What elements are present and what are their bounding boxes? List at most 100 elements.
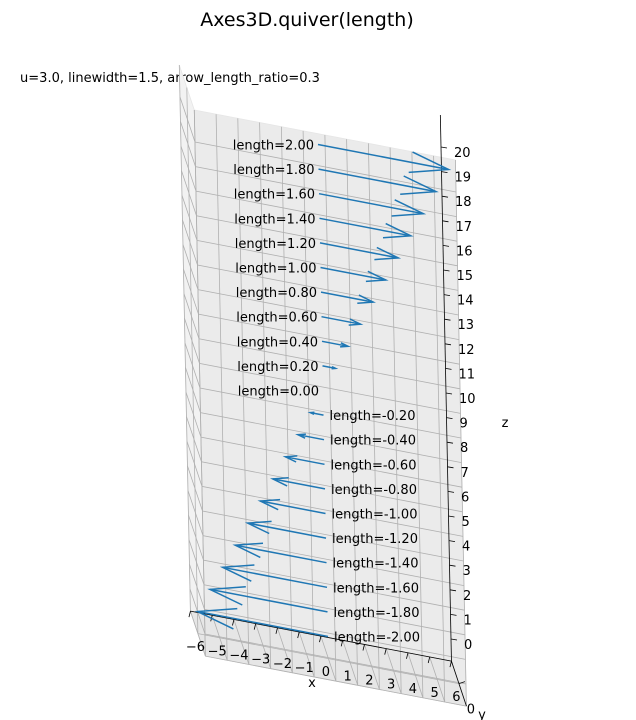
arrow-length-label: length=-1.40	[333, 557, 419, 572]
arrow-shaft	[272, 478, 326, 490]
x-tick-label: 2	[365, 673, 373, 688]
arrow-head	[382, 222, 414, 239]
arrow-length-label: length=-0.60	[331, 458, 417, 473]
arrow-length-label: length=0.20	[237, 360, 318, 375]
x-tick	[275, 627, 278, 634]
z-tick	[448, 540, 456, 542]
z-tick-label: 18	[455, 195, 472, 210]
arrow-shaft	[320, 266, 386, 281]
arrow-head	[194, 607, 238, 630]
arrow-head	[244, 520, 272, 535]
arrow-head	[269, 476, 289, 487]
arrow-head	[207, 586, 246, 606]
z-tick-label: 12	[458, 343, 475, 358]
z-tick	[450, 614, 457, 616]
arrow-shaft	[197, 610, 329, 638]
z-tick-label: 2	[463, 589, 471, 604]
grid-line-y	[193, 109, 467, 707]
x-tick-label: −2	[273, 657, 292, 672]
x-tick	[319, 636, 322, 643]
x-tick	[449, 661, 452, 668]
arrow-head	[219, 564, 255, 582]
z-axis-line	[439, 115, 452, 662]
x-tick-label: 1	[344, 669, 352, 684]
y-tick-label: 0	[467, 703, 475, 718]
z-tick-label: 15	[457, 269, 474, 284]
axes-ticks: −6 −5 −4 −3 −2 −1 0 1 2 3 4 5 6012345678910111213141…	[186, 146, 476, 718]
z-tick-label: 6	[461, 490, 469, 505]
chart-title: Axes3D.quiver(length)	[200, 9, 414, 31]
z-tick	[446, 417, 453, 419]
arrow-length-label: length=-0.80	[331, 483, 417, 498]
arrow-length-label: length=1.80	[233, 163, 314, 178]
arrow-shaft	[320, 291, 374, 303]
arrow-shaft	[222, 566, 328, 589]
arrow-head	[331, 366, 339, 370]
z-tick-label: 17	[456, 220, 473, 235]
arrow-head	[357, 294, 377, 305]
z-tick-label: 16	[456, 244, 473, 259]
x-tick-label: −4	[229, 648, 248, 663]
z-tick	[445, 368, 452, 370]
arrow-head	[295, 433, 306, 439]
z-tick	[447, 491, 455, 493]
x-tick-label: 6	[452, 690, 460, 705]
z-tick	[448, 515, 455, 518]
arrow-length-label: length=-1.80	[334, 606, 420, 621]
z-tick-label: 4	[462, 540, 470, 555]
x-axis-label: x	[308, 676, 316, 691]
arrow-length-label: length=-0.20	[330, 409, 416, 424]
arrow-shaft	[319, 242, 399, 259]
arrow-length-label: length=0.80	[236, 286, 317, 301]
x-tick-label: 0	[322, 665, 330, 680]
z-tick	[445, 392, 453, 395]
arrow-shaft	[209, 588, 328, 613]
arrow-head	[307, 411, 315, 415]
arrow-length-label: length=0.40	[237, 335, 318, 350]
arrow-head	[391, 199, 427, 217]
x-tick-label: 5	[431, 686, 439, 701]
arrow-head	[348, 318, 364, 326]
x-tick-label: 3	[387, 678, 395, 693]
arrow-shaft	[321, 340, 349, 348]
arrow-head	[374, 246, 402, 261]
z-tick	[450, 638, 458, 641]
arrow-length-label: length=1.00	[235, 262, 316, 277]
z-tick	[441, 171, 448, 173]
x-tick	[340, 640, 344, 647]
arrow-length-label: length=-1.20	[332, 532, 418, 547]
z-tick-label: 13	[458, 318, 475, 333]
arrow-length-label: length=-1.60	[333, 581, 419, 596]
z-tick-label: 10	[459, 392, 476, 407]
arrow-shaft	[297, 433, 325, 441]
arrow-length-label: length=2.00	[233, 139, 314, 154]
arrow-length-label: length=1.20	[235, 237, 316, 252]
z-tick	[444, 343, 452, 346]
x-tick	[253, 623, 257, 630]
chart-subtitle: u=3.0, linewidth=1.5, arrow_length_ratio…	[20, 71, 320, 86]
x-tick-label: −1	[295, 661, 314, 676]
arrow-head	[340, 342, 351, 348]
grid-line-y	[186, 87, 459, 684]
z-tick-label: 8	[460, 441, 468, 456]
x-tick	[297, 631, 300, 639]
z-tick-label: 1	[464, 613, 472, 628]
arrow-shaft	[285, 456, 325, 466]
x-tick	[427, 656, 431, 664]
z-tick	[447, 466, 454, 469]
z-tick-label: 5	[462, 515, 470, 530]
axes-grid	[178, 64, 467, 707]
x-tick	[362, 644, 365, 651]
arrow-length-label: length=-0.40	[330, 434, 416, 449]
arrow-length-label: length=-2.00	[334, 631, 420, 646]
arrow-shaft	[318, 168, 437, 193]
arrow-head	[408, 151, 452, 174]
arrow-shaft	[318, 192, 424, 215]
arrow-head	[400, 175, 439, 195]
z-tick	[449, 589, 457, 592]
z-axis-label: z	[502, 416, 509, 431]
arrow-shaft	[321, 315, 361, 325]
x-tick-label: −5	[208, 644, 227, 659]
z-tick-label: 3	[463, 564, 471, 579]
